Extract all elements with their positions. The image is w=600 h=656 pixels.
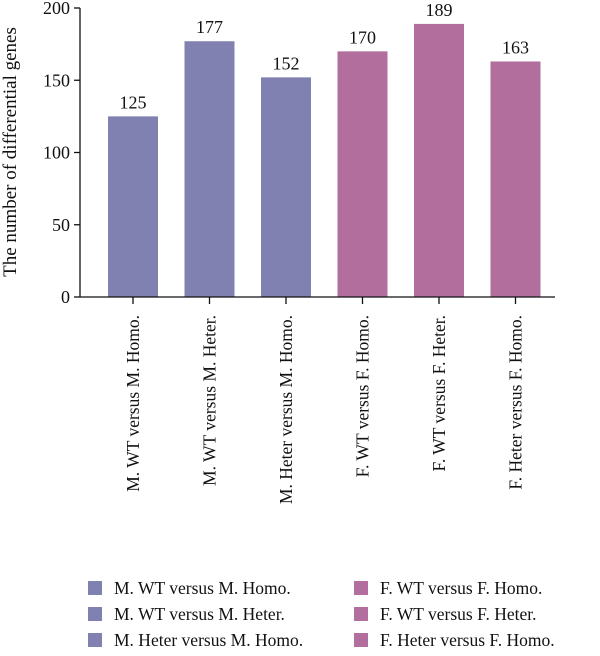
x-tick-label: M. Heter versus M. Homo. bbox=[276, 315, 296, 504]
bar-chart: 0 50 100 150 200 125 177 152 170 189 163 M. WT ve… bbox=[0, 0, 555, 504]
data-label: 189 bbox=[426, 0, 453, 20]
legend-label: F. WT versus F. Heter. bbox=[380, 603, 537, 624]
bar bbox=[337, 51, 388, 297]
legend-item: F. Heter versus F. Homo. bbox=[354, 630, 555, 650]
x-axis: M. WT versus M. Homo. M. WT versus M. Het… bbox=[80, 296, 555, 504]
y-axis-label: The number of differential genes bbox=[0, 27, 21, 277]
legend-swatch bbox=[88, 607, 102, 621]
legend-item: M. WT versus M. Heter. bbox=[88, 604, 285, 624]
bar bbox=[490, 61, 541, 298]
legend-label: F. WT versus F. Homo. bbox=[380, 577, 543, 598]
legend-item: M. Heter versus M. Homo. bbox=[88, 630, 303, 650]
data-label: 177 bbox=[196, 17, 223, 37]
data-label: 163 bbox=[502, 37, 529, 57]
legend-item: F. WT versus F. Homo. bbox=[354, 578, 542, 598]
bar bbox=[108, 116, 158, 297]
x-tick-label: M. WT versus M. Homo. bbox=[123, 315, 143, 492]
legend-label: M. Heter versus M. Homo. bbox=[114, 629, 304, 650]
data-label: 170 bbox=[349, 27, 376, 47]
legend-swatch bbox=[88, 581, 102, 595]
x-tick-label: F. WT versus F. Heter. bbox=[429, 315, 449, 471]
bar bbox=[261, 77, 311, 297]
bar bbox=[184, 41, 235, 297]
data-label: 125 bbox=[120, 92, 147, 112]
bar bbox=[414, 23, 464, 298]
legend-swatch bbox=[354, 581, 368, 595]
data-label: 152 bbox=[273, 53, 300, 73]
legend-label: F. Heter versus F. Homo. bbox=[380, 629, 555, 650]
legend-swatch bbox=[354, 607, 368, 621]
legend-label: M. WT versus M. Heter. bbox=[114, 603, 285, 624]
x-tick-label: M. WT versus M. Heter. bbox=[200, 315, 220, 486]
y-tick-label: 150 bbox=[43, 70, 70, 90]
y-tick-label: 50 bbox=[52, 215, 70, 235]
x-tick-label: F. Heter versus F. Homo. bbox=[506, 315, 526, 490]
legend-label: M. WT versus M. Homo. bbox=[114, 577, 291, 598]
legend-item: M. WT versus M. Homo. bbox=[88, 578, 291, 598]
y-tick-label: 200 bbox=[43, 0, 70, 18]
y-tick-label: 0 bbox=[61, 287, 70, 307]
y-tick-label: 100 bbox=[43, 143, 70, 163]
legend-swatch bbox=[354, 633, 368, 647]
x-tick-label: F. WT versus F. Homo. bbox=[353, 315, 373, 477]
legend-item: F. WT versus F. Heter. bbox=[354, 604, 536, 624]
y-axis: 0 50 100 150 200 bbox=[43, 0, 81, 307]
legend-swatch bbox=[88, 633, 102, 647]
bars bbox=[108, 23, 541, 298]
data-labels: 125 177 152 170 189 163 bbox=[120, 0, 530, 112]
